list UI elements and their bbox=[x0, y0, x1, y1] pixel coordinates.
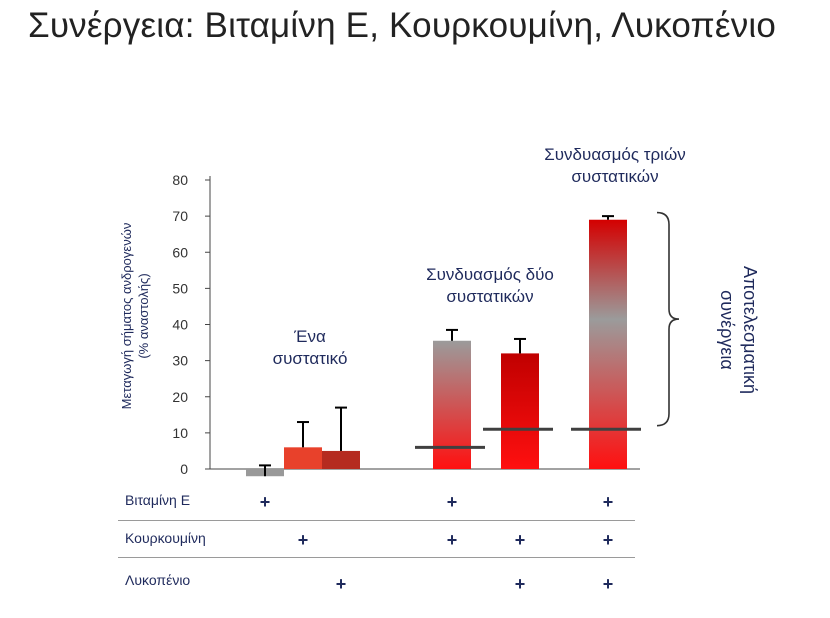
bar bbox=[433, 340, 471, 469]
synergy-brace bbox=[656, 211, 680, 427]
annotation-line: συνέργεια bbox=[717, 290, 737, 370]
brace bbox=[656, 211, 680, 427]
annotation-synergy: Αποτελεσματική συνέργεια bbox=[715, 205, 761, 455]
row-label-vitamin-e: Βιταμίνη Ε bbox=[125, 492, 191, 508]
plus-mark: + bbox=[446, 492, 458, 512]
bars bbox=[246, 215, 641, 477]
plus-mark: + bbox=[335, 574, 347, 594]
row-label-curcumin: Κουρκουμίνη bbox=[125, 530, 206, 546]
y-tick-label: 20 bbox=[172, 389, 188, 405]
plus-mark: + bbox=[446, 530, 458, 550]
bar bbox=[589, 219, 627, 469]
annotation-line: Συνδυασμός δύο bbox=[426, 265, 554, 284]
plus-mark: + bbox=[514, 574, 526, 594]
y-axis-label-line: Μεταγωγή σήματος ανδρογενών bbox=[119, 222, 134, 410]
y-tick-label: 50 bbox=[172, 280, 188, 296]
annotation-line: Ένα bbox=[294, 327, 326, 346]
row-divider bbox=[118, 557, 635, 558]
y-tick-label: 80 bbox=[172, 172, 188, 188]
annotation-line: Αποτελεσματική bbox=[740, 265, 760, 395]
y-tick-label: 10 bbox=[172, 425, 188, 441]
y-tick-label: 40 bbox=[172, 317, 188, 333]
row-label-lycopene: Λυκοπένιο bbox=[125, 572, 191, 588]
plus-mark: + bbox=[602, 574, 614, 594]
y-tick-label: 30 bbox=[172, 353, 188, 369]
annotation-single: Ένα συστατικό bbox=[230, 326, 390, 370]
y-axis-label-line: (% αναστολής) bbox=[136, 273, 151, 359]
plus-mark: + bbox=[602, 530, 614, 550]
plus-mark: + bbox=[514, 530, 526, 550]
annotation-line: συστατικό bbox=[272, 349, 348, 368]
plus-mark: + bbox=[297, 530, 309, 550]
y-axis-label: Μεταγωγή σήματος ανδρογενών (% αναστολής… bbox=[118, 176, 152, 456]
plus-mark: + bbox=[602, 492, 614, 512]
y-tick-label: 70 bbox=[172, 208, 188, 224]
bar bbox=[501, 353, 539, 469]
annotation-line: Συνδυασμός τριών bbox=[544, 145, 686, 164]
row-divider bbox=[118, 520, 635, 521]
annotation-line: συστατικών bbox=[446, 287, 534, 306]
bar bbox=[322, 450, 360, 469]
annotation-line: συστατικών bbox=[571, 167, 659, 186]
y-tick-label: 0 bbox=[180, 461, 188, 477]
y-tick-label: 60 bbox=[172, 244, 188, 260]
bar bbox=[284, 447, 322, 469]
y-axis: 0 10 20 30 40 50 60 70 80 bbox=[172, 172, 640, 477]
page-title: Συνέργεια: Βιταμίνη Ε, Κουρκουμίνη, Λυκο… bbox=[28, 6, 777, 45]
annotation-triple: Συνδυασμός τριών συστατικών bbox=[510, 144, 720, 188]
annotation-double: Συνδυασμός δύο συστατικών bbox=[390, 264, 590, 308]
plus-mark: + bbox=[259, 492, 271, 512]
